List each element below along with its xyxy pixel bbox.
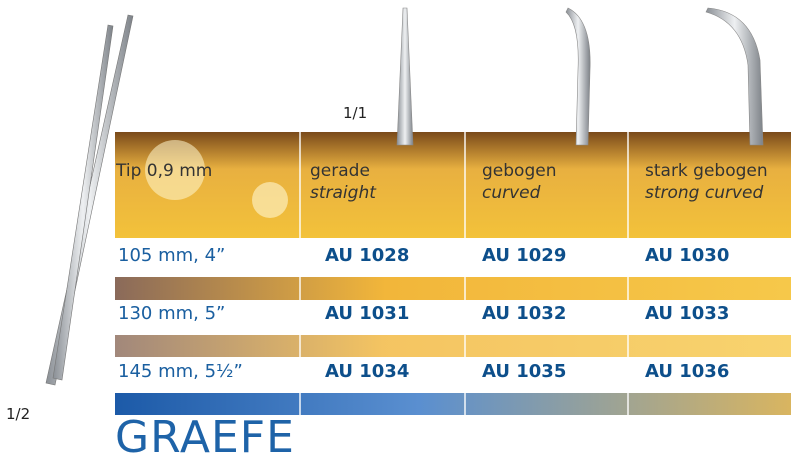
article-code: AU 1031 bbox=[325, 303, 410, 324]
article-code: AU 1030 bbox=[645, 245, 730, 266]
header-text: strong curved bbox=[645, 183, 764, 203]
header-text: gerade bbox=[310, 161, 370, 181]
header-cell: gerade straight bbox=[310, 160, 376, 204]
header-text: stark gebogen bbox=[645, 161, 768, 181]
article-code: AU 1033 bbox=[645, 303, 730, 324]
product-title: GRAEFE bbox=[115, 412, 295, 463]
header-text: gebogen bbox=[482, 161, 557, 181]
article-code: AU 1036 bbox=[645, 361, 730, 382]
header-text: straight bbox=[310, 183, 376, 203]
row-label: 105 mm, 4” bbox=[118, 245, 226, 266]
header-cell: gebogen curved bbox=[482, 160, 556, 204]
header-text: Tip 0,9 mm bbox=[116, 161, 213, 181]
header-cell: Tip 0,9 mm bbox=[116, 160, 212, 182]
scale-label: 1/1 bbox=[343, 104, 368, 122]
header-cell: stark gebogen strong curved bbox=[645, 160, 768, 204]
header-text: curved bbox=[482, 183, 541, 203]
article-code: AU 1029 bbox=[482, 245, 567, 266]
row-label: 145 mm, 5½” bbox=[118, 361, 243, 382]
article-code: AU 1028 bbox=[325, 245, 410, 266]
row-label: 130 mm, 5” bbox=[118, 303, 226, 324]
article-code: AU 1035 bbox=[482, 361, 567, 382]
article-code: AU 1034 bbox=[325, 361, 410, 382]
article-code: AU 1032 bbox=[482, 303, 567, 324]
scale-label: 1/2 bbox=[6, 405, 31, 423]
